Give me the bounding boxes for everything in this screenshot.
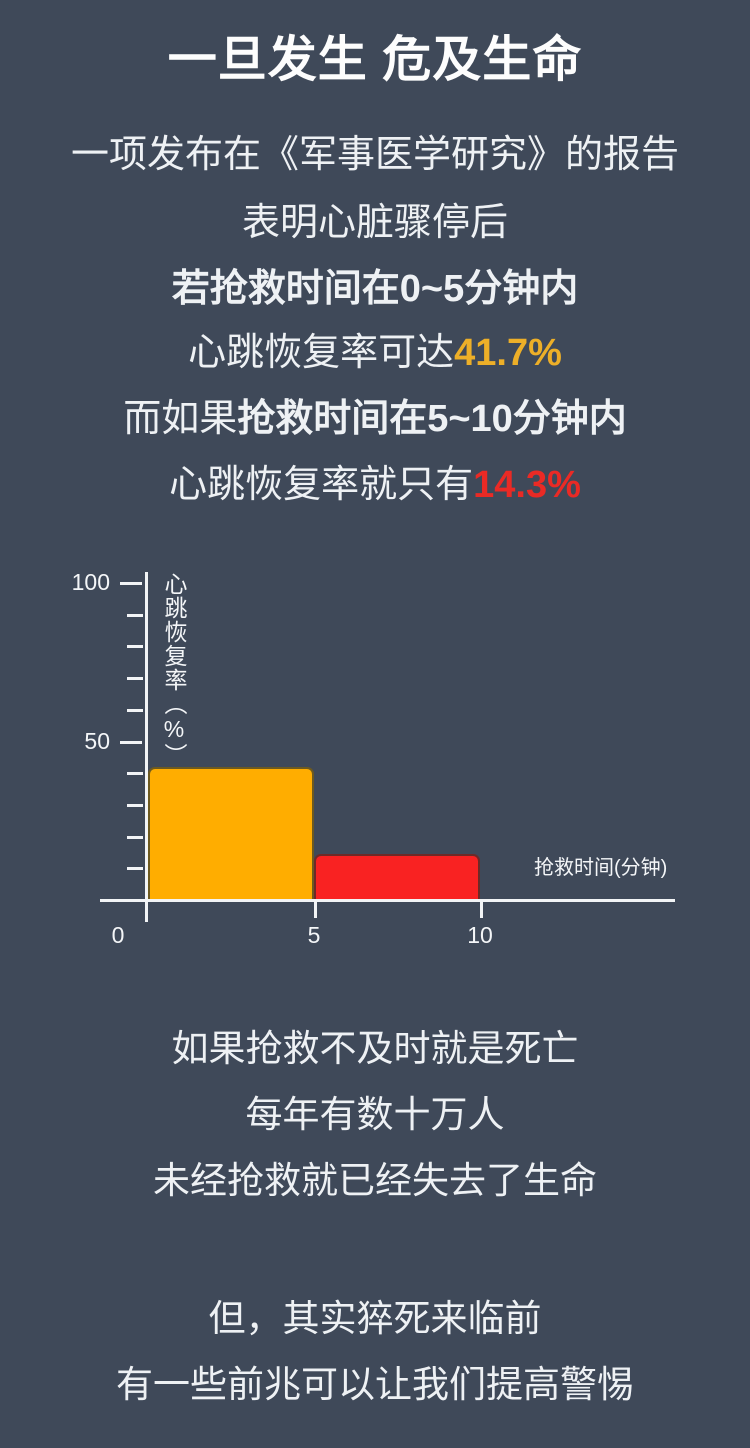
- y-tick-minor: [127, 772, 143, 776]
- x-tick-label: 10: [467, 922, 493, 948]
- intro-line-4: 心跳恢复率可达41.7%: [0, 322, 750, 384]
- intro-line-1: 一项发布在《军事医学研究》的报告: [70, 134, 679, 176]
- footer-line-2: 每年有数十万人: [245, 1094, 505, 1135]
- footer-line-4: 但，其实猝死来临前: [208, 1298, 542, 1339]
- bar-5-10-minutes: [314, 853, 480, 899]
- intro-line-6: 心跳恢复率就只有14.3%: [0, 454, 750, 516]
- recovery-rate-0-5-value: 41.7%: [454, 332, 562, 374]
- x-axis-title: 抢救时间(分钟): [534, 857, 668, 879]
- recovery-rate-5-10-value: 14.3%: [473, 464, 581, 506]
- recovery-rate-bar-chart: 心跳恢复率（%） 抢救时间(分钟) 50 100 0 5 10: [0, 550, 750, 970]
- y-tick-minor: [127, 835, 143, 839]
- y-tick-minor: [127, 645, 143, 649]
- footer-line-1: 如果抢救不及时就是死亡: [171, 1028, 579, 1069]
- y-tick-minor: [127, 867, 143, 871]
- y-tick-minor: [127, 613, 143, 617]
- intro-line-5-bold: 抢救时间在5~10分钟内: [237, 398, 627, 440]
- page-title: 一旦发生 危及生命: [167, 33, 583, 87]
- y-tick-major: [120, 582, 142, 585]
- y-tick-major: [120, 740, 142, 744]
- intro-line-5: 而如果抢救时间在5~10分钟内: [0, 388, 750, 450]
- y-tick-minor: [127, 803, 143, 807]
- y-axis-title: 心跳恢复率（%）: [161, 572, 187, 767]
- intro-line-5-prefix: 而如果: [123, 398, 238, 440]
- y-tick-label: 100: [71, 569, 110, 595]
- x-axis-line: [100, 899, 675, 902]
- y-tick-minor: [127, 708, 143, 712]
- y-tick-minor: [127, 677, 143, 681]
- footer-line-5: 有一些前兆可以让我们提高警惕: [116, 1364, 634, 1405]
- intro-line-2: 表明心脏骤停后: [241, 202, 508, 244]
- intro-line-3: 若抢救时间在0~5分钟内: [171, 268, 579, 310]
- intro-line-4-prefix: 心跳恢复率可达: [188, 332, 455, 374]
- y-tick-label: 50: [84, 727, 110, 754]
- x-tick-label: 5: [307, 922, 321, 948]
- x-tick: [480, 902, 483, 918]
- bar-0-5-minutes: [148, 766, 314, 899]
- x-tick: [314, 902, 317, 918]
- y-axis-line: [145, 572, 148, 922]
- x-tick-label: 0: [111, 922, 125, 948]
- intro-line-6-prefix: 心跳恢复率就只有: [169, 464, 474, 506]
- footer-line-3: 未经抢救就已经失去了生命: [153, 1160, 597, 1201]
